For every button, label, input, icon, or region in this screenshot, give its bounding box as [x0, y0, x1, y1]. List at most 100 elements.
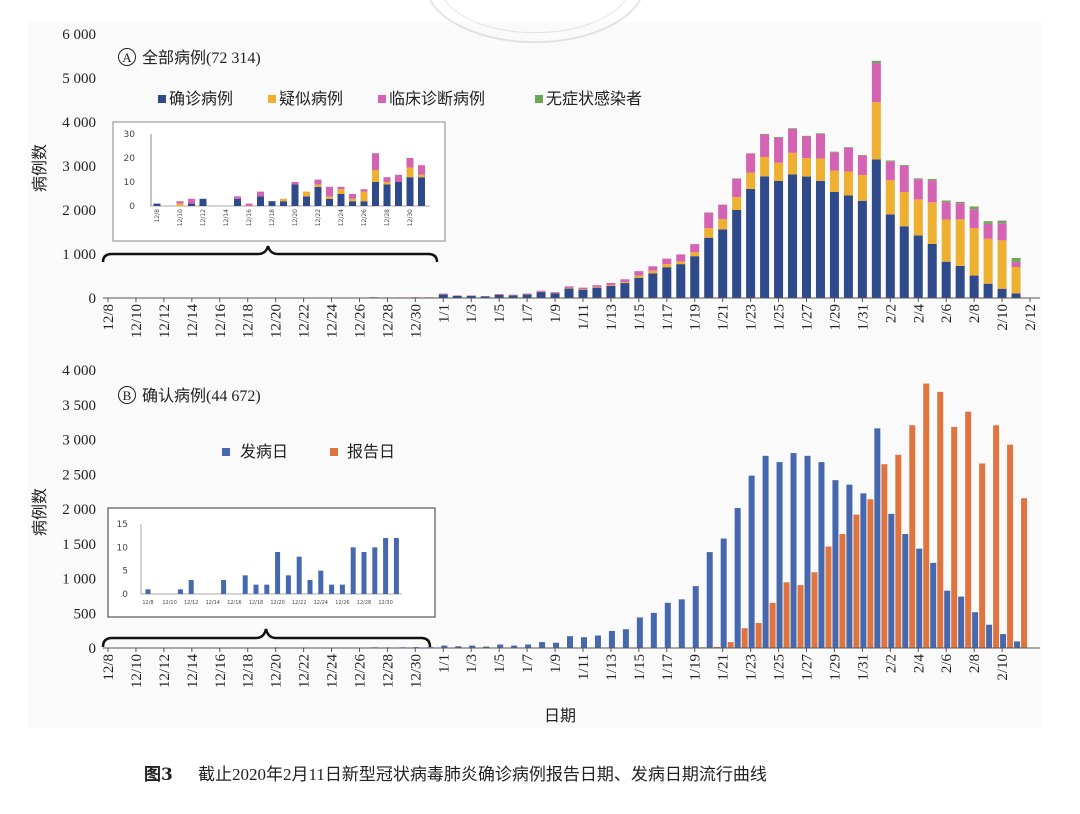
inset-bar-onset	[188, 580, 194, 594]
inset-bar-confirmed	[268, 201, 276, 206]
bar-confirmed	[1011, 293, 1021, 298]
panel-b-inset-x-tick-label: 12/26	[335, 600, 349, 606]
inset-bar-onset	[372, 547, 378, 594]
panel-a-inset-x-tick-label: 12/8	[154, 209, 161, 223]
bar-confirmed	[452, 295, 462, 298]
inset-bar-suspected	[337, 189, 345, 194]
panel-a-x-tick-label: 2/12	[1023, 304, 1039, 331]
bar-report	[839, 534, 846, 648]
panel-a-x-tick-label: 12/26	[352, 304, 368, 339]
inset-bar-confirmed	[326, 198, 333, 206]
panel-b-legend: 发病日 报告日	[222, 443, 395, 461]
panel-a-inset-x-tick-label: 12/22	[315, 209, 322, 226]
bar-clinical	[536, 290, 546, 292]
bar-report	[727, 642, 734, 648]
bar-clinical	[704, 212, 714, 229]
panel-b-y-tick-label: 1 000	[62, 572, 96, 588]
panel-b-inset-x-tick-label: 12/8	[142, 600, 153, 606]
bar-report	[853, 514, 860, 648]
bar-confirmed	[788, 174, 798, 298]
bar-clinical	[634, 271, 644, 276]
inset-bar-clinical	[383, 177, 391, 182]
panel-a-x-tick-label: 1/9	[548, 304, 564, 323]
panel-b-x-tick-label: 12/26	[352, 654, 368, 689]
bar-report	[1021, 498, 1028, 648]
bar-confirmed	[871, 159, 881, 298]
bar-asymptomatic	[802, 135, 811, 137]
panel-b-x-tick-label: 12/20	[269, 654, 285, 688]
inset-bar-confirmed	[349, 201, 356, 206]
bar-clinical	[871, 63, 881, 103]
bar-onset	[455, 646, 462, 648]
figure-caption: 图3 截止2020年2月11日新型冠状病毒肺炎确诊病例报告日期、发病日期流行曲线	[144, 765, 767, 785]
bar-report	[1007, 444, 1014, 648]
inset-bar-confirmed	[153, 203, 161, 206]
panel-b-x-tick-label: 12/24	[325, 654, 341, 689]
bar-confirmed	[550, 293, 560, 298]
panel-a-inset-x-tick-label: 12/10	[177, 209, 184, 226]
panel-b-x-tick-label: 1/15	[632, 654, 648, 681]
legend-label-suspected: 疑似病例	[279, 90, 343, 108]
bar-confirmed	[927, 243, 937, 298]
panel-b-x-tick-label: 1/21	[716, 654, 732, 681]
bar-confirmed	[983, 283, 993, 298]
bar-onset	[930, 562, 937, 648]
bar-clinical	[690, 244, 700, 253]
bar-asymptomatic	[1011, 257, 1021, 262]
panel-b-x-tick-label: 12/22	[297, 654, 313, 688]
panel-b-inset-x-tick-label: 12/28	[357, 600, 371, 606]
bar-asymptomatic	[885, 160, 895, 162]
bar-onset	[1014, 641, 1021, 648]
legend-label-confirmed: 确诊病例	[169, 90, 233, 108]
bar-suspected	[564, 287, 574, 289]
inset-bar-onset	[393, 538, 399, 594]
inset-bar-suspected	[314, 184, 322, 187]
bar-report	[993, 425, 1000, 648]
bar-confirmed	[899, 226, 909, 298]
inset-bar-suspected	[418, 174, 425, 178]
panel-b-x-tick-label: 1/9	[548, 654, 564, 673]
panel-a-y-tick-label: 6 000	[62, 27, 96, 43]
bar-onset	[441, 645, 448, 648]
bar-onset	[511, 645, 518, 648]
panel-a-x-tick-label: 2/6	[939, 304, 955, 324]
inset-bar-clinical	[406, 158, 414, 168]
bar-confirmed	[955, 265, 965, 298]
inset-bar-clinical	[176, 201, 184, 204]
bar-report	[923, 383, 930, 648]
bar-suspected	[662, 264, 672, 268]
bar-asymptomatic	[913, 178, 923, 180]
panel-b-inset-frame	[107, 507, 436, 618]
bar-suspected	[578, 289, 588, 290]
inset-bar-clinical	[372, 153, 379, 170]
bar-asymptomatic	[969, 206, 979, 210]
panel-a-x-tick-label: 12/18	[241, 304, 257, 338]
panel-a-x-tick-label: 12/24	[325, 304, 341, 339]
panel-a-inset-y-tick-label: 10	[124, 178, 136, 188]
panel-a-y-tick-label: 1 000	[62, 247, 96, 263]
panel-a-x-tick-label: 12/16	[213, 304, 229, 339]
inset-bar-onset	[361, 552, 367, 594]
legend-swatch-clinical	[378, 95, 386, 103]
bar-onset	[874, 428, 881, 648]
panel-a-x-tick-label: 1/23	[744, 304, 760, 331]
inset-bar-suspected	[360, 191, 368, 202]
panel-a-x-tick-label: 1/21	[716, 304, 732, 331]
bar-asymptomatic	[829, 151, 839, 153]
panel-b-y-tick-label: 500	[74, 606, 97, 622]
inset-bar-suspected	[372, 170, 379, 182]
panel-a-y-tick-label: 5 000	[62, 71, 96, 87]
bar-onset	[1000, 634, 1007, 648]
bar-onset	[497, 644, 504, 648]
panel-b-x-tick-label: 2/4	[911, 654, 927, 674]
bar-onset	[567, 636, 574, 648]
panel-b-y-tick-label: 1 500	[62, 537, 96, 553]
panel-b-y-tick-label: 3 000	[62, 433, 96, 449]
bar-onset	[469, 645, 476, 648]
bar-onset	[622, 629, 629, 648]
panel-a-y-tick-label: 0	[89, 291, 97, 307]
panel-a-x-tick-label: 1/29	[827, 304, 843, 331]
panel-b-x-tick-label: 1/31	[855, 654, 871, 681]
legend-swatch-onset	[222, 448, 230, 456]
